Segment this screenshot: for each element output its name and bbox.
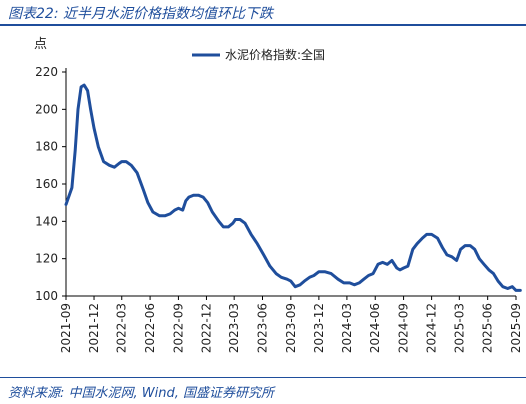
y-tick-label: 140 <box>35 214 58 228</box>
series-line-cement-index <box>64 83 522 292</box>
source-note: 资料来源: 中国水泥网, Wind, 国盛证券研究所 <box>8 386 274 401</box>
x-tick-label: 2021-09 <box>59 303 73 353</box>
title-divider <box>0 24 526 26</box>
y-axis: 100 120 140 160 180 200 220 <box>35 65 66 303</box>
y-tick-label: 120 <box>35 252 58 266</box>
x-tick-label: 2021-12 <box>87 303 101 353</box>
x-tick-label: 2024-06 <box>368 303 382 353</box>
x-tick-label: 2024-09 <box>397 303 411 353</box>
y-tick-label: 200 <box>35 102 58 116</box>
x-tick-label: 2023-03 <box>227 303 241 353</box>
x-tick-label: 2025-06 <box>481 303 495 353</box>
x-axis: 2021-09 2021-12 2022-03 2022-06 2022-09 2022-… <box>59 296 523 353</box>
x-tick-label: 2025-09 <box>509 303 523 353</box>
x-tick-label: 2022-12 <box>199 303 213 353</box>
y-tick-label: 160 <box>35 177 58 191</box>
x-tick-label: 2022-03 <box>115 303 129 353</box>
x-tick-label: 2024-03 <box>340 303 354 353</box>
y-axis-label: 点 <box>34 37 47 52</box>
x-tick-label: 2023-06 <box>256 303 270 353</box>
x-tick-label: 2022-09 <box>171 303 185 353</box>
y-tick-label: 220 <box>35 65 58 79</box>
x-tick-label: 2023-12 <box>312 303 326 353</box>
legend: 水泥价格指数:全国 <box>192 47 325 62</box>
x-tick-label: 2025-03 <box>452 303 466 353</box>
legend-label: 水泥价格指数:全国 <box>225 47 325 62</box>
source-divider <box>0 377 526 378</box>
y-tick-label: 100 <box>35 289 58 303</box>
x-tick-label: 2023-09 <box>284 303 298 353</box>
y-tick-label: 180 <box>35 140 58 154</box>
x-tick-label: 2022-06 <box>143 303 157 353</box>
chart-title: 图表22: 近半月水泥价格指数均值环比下跌 <box>8 6 273 22</box>
x-tick-label: 2024-12 <box>425 303 439 353</box>
